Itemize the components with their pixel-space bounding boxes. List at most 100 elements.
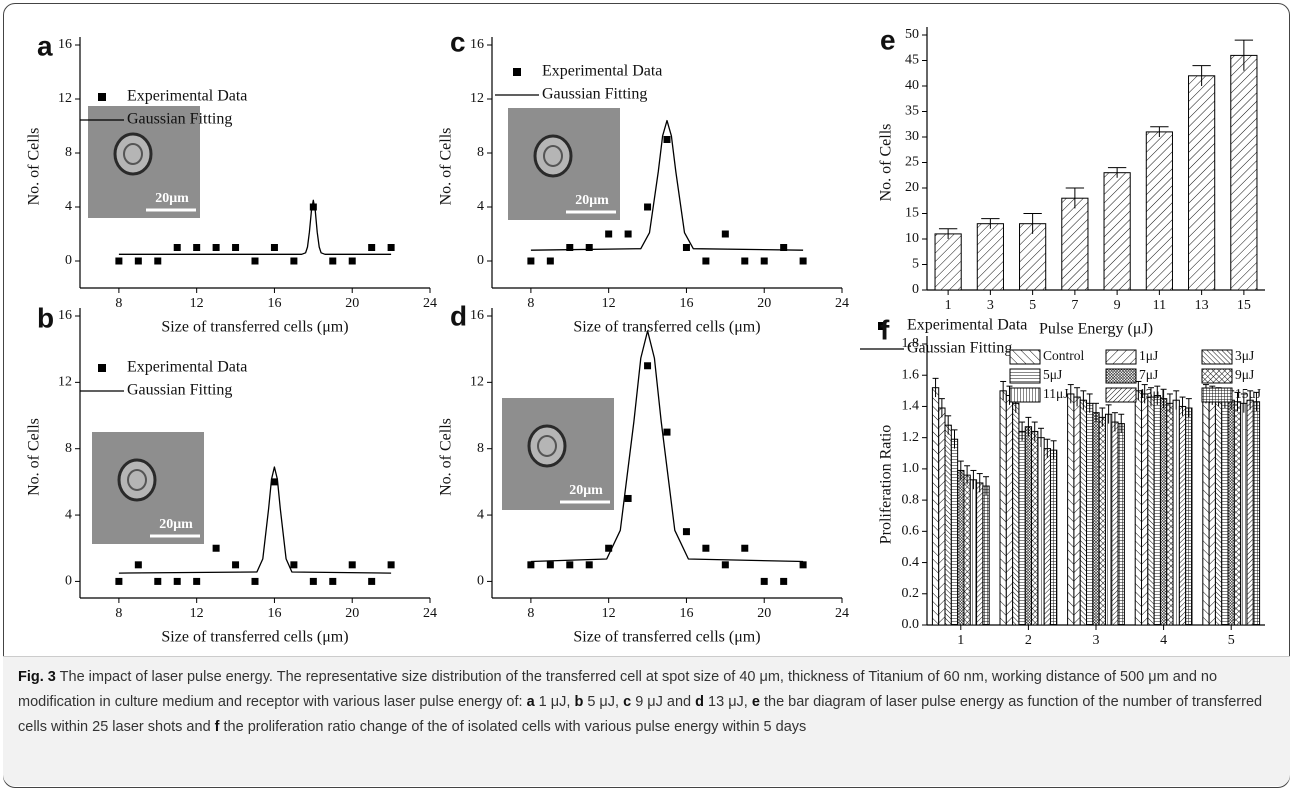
legend-label: Gaussian Fitting	[907, 340, 1012, 357]
y-tick-label: 8	[65, 145, 72, 160]
y-tick-label: 1.6	[902, 367, 920, 382]
x-tick-label: 13	[1195, 298, 1209, 313]
data-point	[134, 257, 142, 265]
bar	[1079, 399, 1088, 626]
x-tick-label: 24	[423, 296, 437, 311]
data-point	[368, 244, 376, 251]
figure-frame	[3, 3, 1290, 788]
data-point	[702, 257, 710, 265]
caption-label: Fig. 3	[18, 669, 56, 685]
bar	[938, 407, 946, 626]
cell-core	[543, 145, 563, 167]
legend-label: 9μJ	[1235, 367, 1254, 382]
data-point	[663, 136, 671, 143]
legend-swatch	[1009, 387, 1041, 403]
data-point	[115, 257, 123, 265]
y-tick-label: 8	[65, 441, 72, 456]
y-tick-label: 12	[58, 91, 72, 106]
bar	[999, 390, 1007, 626]
y-tick-label: 0	[65, 574, 72, 589]
x-axis-title: Size of transferred cells (μm)	[573, 319, 760, 336]
y-tick-label: 40	[905, 78, 919, 93]
data-point	[290, 257, 298, 265]
legend-swatch	[1009, 349, 1041, 365]
bar	[969, 479, 978, 626]
y-tick-label: 12	[58, 375, 72, 390]
data-point	[527, 561, 535, 569]
x-axis-title: Size of transferred cells (μm)	[161, 629, 348, 646]
data-point	[154, 577, 162, 585]
data-point	[585, 561, 593, 569]
cell-core	[127, 469, 147, 491]
bar	[1233, 401, 1242, 626]
scale-label: 20μm	[575, 193, 609, 208]
data-point	[780, 244, 788, 251]
bar	[1214, 396, 1223, 626]
bar	[950, 438, 959, 626]
data-point	[682, 244, 690, 251]
y-tick-label: 0.4	[902, 555, 920, 570]
legend-swatch	[1105, 349, 1137, 365]
caption-text: The impact of laser pulse energy. The re…	[18, 669, 1218, 710]
y-tick-label: 4	[477, 199, 484, 214]
data-point	[348, 561, 356, 569]
y-tick-label: 16	[58, 308, 72, 323]
y-tick-label: 20	[905, 180, 919, 195]
x-tick-label: 11	[1153, 298, 1166, 313]
y-axis-title: No. of Cells	[26, 128, 43, 206]
x-tick-label: 8	[115, 296, 122, 311]
scale-label: 20μm	[159, 517, 193, 532]
legend-marker	[98, 93, 106, 101]
bar	[1221, 398, 1229, 626]
data-point	[173, 577, 181, 585]
scale-label: 20μm	[155, 191, 189, 206]
data-point	[251, 257, 259, 265]
panel-letter: f	[880, 314, 890, 345]
data-point	[154, 257, 162, 265]
data-point	[624, 494, 632, 502]
x-tick-label: 16	[267, 606, 281, 621]
x-tick-label: 1	[945, 298, 952, 313]
x-tick-label: 9	[1114, 298, 1121, 313]
bar	[1185, 407, 1193, 626]
bar	[976, 482, 984, 626]
data-point	[760, 257, 768, 265]
data-point	[780, 577, 788, 585]
caption-label: c	[623, 694, 632, 710]
x-tick-label: 24	[835, 296, 849, 311]
panel-letter: b	[37, 302, 54, 333]
data-point	[799, 257, 807, 265]
legend-label: Experimental Data	[127, 88, 247, 105]
x-tick-label: 20	[757, 296, 771, 311]
y-tick-label: 0.8	[902, 492, 920, 507]
bar	[1031, 430, 1039, 626]
y-tick-label: 45	[905, 53, 919, 68]
legend-label: Control	[1043, 348, 1085, 363]
legend-label: Experimental Data	[907, 317, 1027, 334]
x-tick-label: 20	[345, 296, 359, 311]
caption-text: the proliferation ratio change of the of…	[219, 719, 807, 735]
y-tick-label: 4	[477, 507, 484, 522]
caption-text: 5 μJ,	[583, 694, 624, 710]
panel-letter: c	[450, 26, 466, 57]
bar	[1067, 393, 1075, 626]
bar	[934, 233, 962, 291]
bar	[1147, 396, 1155, 626]
data-point	[682, 528, 690, 536]
cell-core	[537, 435, 557, 457]
scale-label: 20μm	[569, 483, 603, 498]
bar	[976, 223, 1004, 291]
bar	[1049, 449, 1058, 626]
bar	[1227, 399, 1235, 626]
data-point	[193, 577, 201, 585]
x-axis-title: Pulse Energy (μJ)	[1039, 321, 1153, 338]
bar	[1153, 395, 1161, 626]
x-tick-label: 24	[835, 606, 849, 621]
cell-core	[123, 143, 143, 165]
bar	[1086, 402, 1094, 626]
data-point	[663, 428, 671, 436]
y-tick-label: 35	[905, 104, 919, 119]
y-tick-label: 0.6	[902, 524, 920, 539]
legend-swatch	[1201, 387, 1233, 403]
legend-swatch	[1009, 368, 1041, 384]
